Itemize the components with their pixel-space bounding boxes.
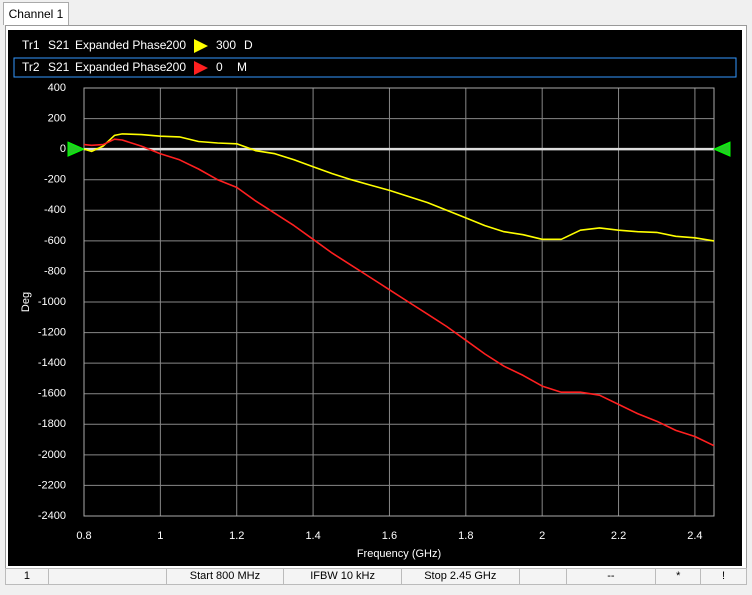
reference-marker	[67, 141, 86, 157]
trace-ref: 0	[216, 60, 223, 74]
trace2-header[interactable]: Tr2 S21 Expanded Phase 200 0 M	[13, 57, 737, 78]
status-empty	[48, 568, 167, 585]
channel-tab[interactable]: Channel 1	[3, 2, 69, 25]
y-tick-label: 0	[60, 143, 66, 155]
trace-line	[83, 133, 715, 242]
y-tick-label: -1200	[38, 326, 66, 338]
y-tick-label: -600	[44, 235, 66, 247]
status-sweep: --	[566, 568, 657, 585]
x-tick-label: 1.2	[229, 530, 244, 542]
status-alert: !	[701, 568, 748, 585]
x-tick-label: 2.4	[687, 530, 702, 542]
y-tick-label: -800	[44, 265, 66, 277]
trace-id: Tr1	[22, 38, 40, 52]
trace-line	[83, 138, 715, 447]
status-ifbw[interactable]: IFBW 10 kHz	[284, 568, 402, 585]
status-update: *	[656, 568, 702, 585]
active-trace-box	[13, 57, 737, 78]
x-tick-label: 1.8	[458, 530, 473, 542]
x-axis-label: Frequency (GHz)	[357, 548, 441, 560]
y-tick-label: -2200	[38, 479, 66, 491]
status-channel: 1	[5, 568, 49, 585]
y-tick-label: -2400	[38, 510, 66, 522]
plot-border	[83, 87, 715, 517]
reference-marker	[712, 141, 731, 157]
status-start[interactable]: Start 800 MHz	[166, 568, 285, 585]
trace-flag: M	[237, 60, 247, 74]
trace-scale: 200	[166, 38, 186, 52]
y-tick-label: -1000	[38, 296, 66, 308]
trace-param: S21	[48, 38, 70, 52]
arrow-icon	[194, 39, 208, 53]
trace-format: Expanded Phase	[75, 38, 167, 52]
y-tick-label: -200	[44, 174, 66, 186]
trace-id: Tr2	[22, 60, 40, 74]
trace-format: Expanded Phase	[75, 60, 167, 74]
y-tick-label: -2000	[38, 449, 66, 461]
trace-scale: 200	[166, 60, 186, 74]
x-tick-label: 1.6	[382, 530, 397, 542]
arrow-icon	[194, 61, 208, 75]
trace1-header[interactable]: Tr1 S21 Expanded Phase 200 300 D	[22, 38, 253, 53]
x-tick-label: 2.2	[611, 530, 626, 542]
x-tick-label: 0.8	[76, 530, 91, 542]
x-tick-label: 2	[539, 530, 545, 542]
y-axis-label: Deg	[20, 292, 32, 312]
y-tick-label: -400	[44, 204, 66, 216]
status-bar: 1 Start 800 MHz IFBW 10 kHz Stop 2.45 GH…	[5, 568, 748, 585]
chart-background	[8, 30, 742, 566]
y-tick-label: -1600	[38, 388, 66, 400]
status-stop[interactable]: Stop 2.45 GHz	[401, 568, 520, 585]
y-tick-label: 200	[48, 112, 66, 124]
trace-param: S21	[48, 60, 70, 74]
chart: Tr1 S21 Expanded Phase 200 300 D Tr2 S21…	[8, 30, 742, 566]
trace-ref: 300	[216, 38, 236, 52]
y-tick-label: -1400	[38, 357, 66, 369]
trace-flag: D	[244, 38, 253, 52]
y-tick-label: -1800	[38, 418, 66, 430]
y-tick-label: 400	[48, 82, 66, 94]
x-tick-label: 1.4	[305, 530, 320, 542]
x-tick-label: 1	[157, 530, 163, 542]
status-empty	[519, 568, 567, 585]
